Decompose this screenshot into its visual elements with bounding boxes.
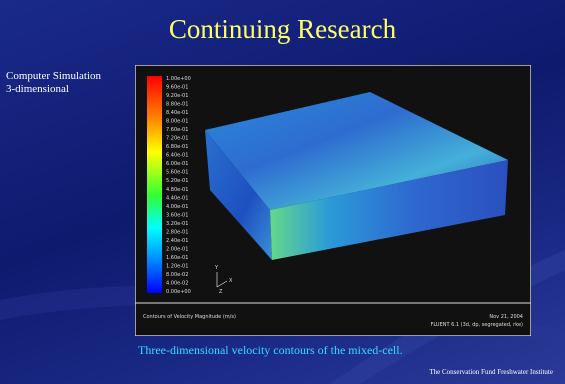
colorbar-label: 5.20e-01 bbox=[166, 178, 188, 184]
colorbar-label: 6.00e-01 bbox=[166, 161, 188, 167]
sidebar: Computer Simulation 3-dimensional bbox=[6, 70, 101, 96]
caption: Three-dimensional velocity contours of t… bbox=[138, 343, 403, 358]
axis-label: Z bbox=[219, 289, 223, 295]
colorbar-label: 0.00e+00 bbox=[166, 289, 191, 295]
colorbar-label: 8.80e-01 bbox=[166, 102, 188, 108]
colorbar-label: 4.00e-02 bbox=[166, 280, 188, 286]
sidebar-line: Computer Simulation bbox=[6, 70, 101, 83]
colorbar-label: 6.40e-01 bbox=[166, 153, 188, 159]
colorbar-label: 8.40e-01 bbox=[166, 110, 188, 116]
colorbar-label: 1.00e+00 bbox=[166, 76, 191, 82]
title: Continuing Research bbox=[0, 14, 565, 45]
colorbar-label: 6.80e-01 bbox=[166, 144, 188, 150]
colorbar-label: 2.40e-01 bbox=[166, 238, 188, 244]
figure-solver: FLUENT 6.1 (3d, dp, segregated, rke) bbox=[431, 322, 524, 328]
colorbar-label: 4.40e-01 bbox=[166, 195, 188, 201]
footer: The Conservation Fund Freshwater Institu… bbox=[429, 368, 553, 376]
colorbar-label: 7.60e-01 bbox=[166, 127, 188, 133]
colorbar-label: 4.00e-01 bbox=[166, 204, 188, 210]
colorbar-label: 3.20e-01 bbox=[166, 221, 188, 227]
colorbar-label: 5.60e-01 bbox=[166, 170, 188, 176]
colorbar-label: 2.00e-01 bbox=[166, 246, 188, 252]
colorbar-label: 8.00e-02 bbox=[166, 272, 188, 278]
colorbar-label: 4.80e-01 bbox=[166, 187, 188, 193]
colorbar bbox=[147, 76, 162, 293]
colorbar-label: 1.20e-01 bbox=[166, 263, 188, 269]
colorbar-label: 9.60e-01 bbox=[166, 85, 188, 91]
colorbar-label: 3.60e-01 bbox=[166, 212, 188, 218]
slide: Continuing Research Computer Simulation … bbox=[0, 0, 565, 384]
simulation-figure: Y X Z Contours of Velocity Magnitude (m/… bbox=[135, 65, 531, 336]
colorbar-label: 1.60e-01 bbox=[166, 255, 188, 261]
axis-label: X bbox=[229, 278, 233, 284]
figure-footer: Contours of Velocity Magnitude (m/s) bbox=[143, 314, 236, 320]
colorbar-label: 9.20e-01 bbox=[166, 93, 188, 99]
colorbar-label: 2.80e-01 bbox=[166, 229, 188, 235]
colorbar-label: 8.00e-01 bbox=[166, 119, 188, 125]
colorbar-label: 7.20e-01 bbox=[166, 136, 188, 142]
figure-date: Nov 21, 2004 bbox=[489, 314, 523, 320]
sidebar-line: 3-dimensional bbox=[6, 83, 101, 96]
